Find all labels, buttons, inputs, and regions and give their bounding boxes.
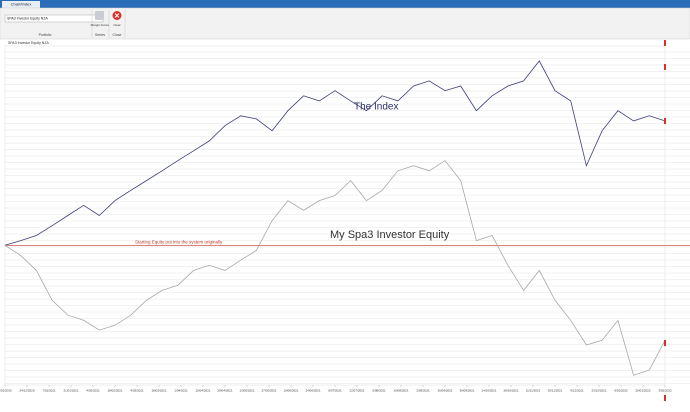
group-label: Close bbox=[113, 33, 122, 37]
x-tick-label: 15/04/2021 bbox=[195, 388, 210, 392]
tab-label: Chart/Index bbox=[11, 2, 32, 7]
x-tick-label: 27/05/2021 bbox=[261, 388, 276, 392]
x-tick-label: 4/02/2021 bbox=[86, 388, 100, 392]
reference-label: Starting Equity put into the system orig… bbox=[135, 240, 223, 245]
x-tick-label: 22/07/2021 bbox=[349, 388, 364, 392]
x-tick-label: 18/03/2021 bbox=[151, 388, 166, 392]
x-tick-label: 21/01/2021 bbox=[63, 388, 78, 392]
button-label: Margin Future bbox=[91, 23, 110, 27]
series-line bbox=[4, 60, 666, 246]
x-tick-label: 25/11/2021 bbox=[548, 388, 563, 392]
x-tick-label: 2/09/2021 bbox=[416, 388, 430, 392]
group-label: Series bbox=[95, 33, 105, 37]
plot-frame bbox=[4, 45, 666, 386]
edge-marker bbox=[664, 395, 666, 401]
chart-title: SPA3 Investor Equity NZA bbox=[8, 41, 49, 45]
x-tick-label: 14/10/2021 bbox=[481, 388, 496, 392]
x-tick-label: 8/07/2021 bbox=[328, 388, 342, 392]
x-tick-label: 10/06/2021 bbox=[283, 388, 298, 392]
edge-marker bbox=[664, 40, 666, 46]
series-label: The Index bbox=[354, 102, 398, 113]
edge-marker bbox=[664, 340, 666, 346]
button-label: Clear bbox=[113, 23, 120, 27]
x-tick-label: 23/12/2021 bbox=[591, 388, 606, 392]
x-tick-label: 7/01/2021 bbox=[42, 388, 56, 392]
x-tick-label: 11/11/2021 bbox=[526, 388, 541, 392]
x-tick-label: 30/09/2021 bbox=[459, 388, 474, 392]
x-tick-label: 5/08/2021 bbox=[372, 388, 386, 392]
x-tick-label: 24/06/2021 bbox=[305, 388, 320, 392]
series-label: My Spa3 Investor Equity bbox=[330, 229, 450, 241]
tab[interactable] bbox=[2, 1, 40, 8]
x-tick-label: 1/04/2021 bbox=[174, 388, 188, 392]
x-tick-label: 16/09/2021 bbox=[437, 388, 452, 392]
combo-text: SPA3 Investor Equity NZA bbox=[7, 16, 48, 20]
x-tick-label: 4/03/2021 bbox=[130, 388, 144, 392]
edge-marker bbox=[664, 118, 666, 124]
edge-marker bbox=[664, 64, 666, 70]
x-tick-label: 29/04/2021 bbox=[217, 388, 232, 392]
x-tick-label: 3/02/2022 bbox=[658, 388, 672, 392]
margin-future-icon[interactable] bbox=[95, 11, 104, 20]
x-tick-label: 28/10/2021 bbox=[503, 388, 518, 392]
plot: Starting Equity put into the system orig… bbox=[0, 40, 690, 401]
series-line bbox=[4, 160, 666, 376]
x-tick-label: 6/01/2022 bbox=[614, 388, 628, 392]
title-bar bbox=[0, 0, 690, 8]
x-tick-label: 19/08/2021 bbox=[393, 388, 408, 392]
x-tick-label: 1/01/2020 bbox=[0, 388, 12, 392]
x-tick-label: 24/12/2020 bbox=[19, 388, 34, 392]
x-tick-label: 13/05/2021 bbox=[239, 388, 254, 392]
x-tick-label: 20/01/2022 bbox=[635, 388, 650, 392]
group-label: Portfolio bbox=[39, 33, 52, 37]
x-tick-label: 9/12/2021 bbox=[570, 388, 584, 392]
x-tick-label: 18/02/2021 bbox=[107, 388, 122, 392]
